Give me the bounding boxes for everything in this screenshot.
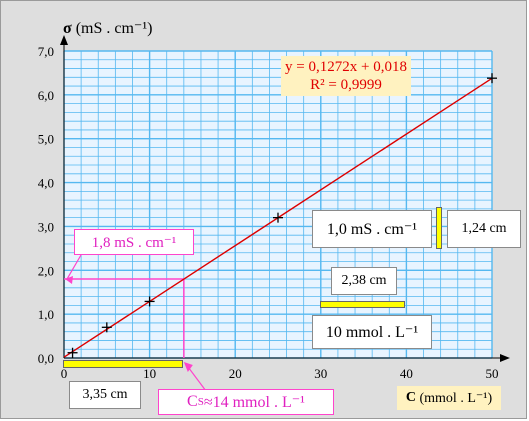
data-points bbox=[67, 73, 497, 358]
x-axis-label: C (mmol . L⁻¹) bbox=[397, 386, 501, 410]
cs-pointer-head bbox=[183, 362, 193, 372]
y-tick-label: 1,0 bbox=[38, 307, 54, 322]
reading-guides bbox=[64, 254, 207, 392]
y-tick-label: 0,0 bbox=[38, 351, 54, 366]
r-squared: R² = 0,9999 bbox=[310, 77, 382, 93]
data-point bbox=[144, 296, 155, 307]
x-scale-length-box: 2,38 cm bbox=[331, 267, 397, 295]
cs-value: ≈14 mmol . L⁻¹ bbox=[203, 394, 305, 411]
x-tick-label: 40 bbox=[400, 366, 413, 381]
x-tick-label: 30 bbox=[314, 366, 327, 381]
plot-area bbox=[64, 51, 492, 358]
sigma-pointer-head bbox=[65, 276, 73, 285]
cs-subscript: S bbox=[197, 396, 204, 408]
x-scale-value-box: 10 mmol . L⁻¹ bbox=[312, 315, 432, 349]
x-axis-symbol: C bbox=[405, 390, 416, 405]
x-tick-label: 20 bbox=[229, 366, 242, 381]
y-scale-bar bbox=[436, 207, 442, 249]
cs-symbol: C bbox=[187, 393, 198, 410]
x-axis-arrow bbox=[500, 354, 510, 362]
data-point bbox=[101, 322, 112, 333]
x-length-bar bbox=[63, 360, 183, 368]
x-tick-label: 50 bbox=[486, 366, 499, 381]
x-tick-labels: 0 10 20 30 40 50 bbox=[61, 366, 499, 381]
y-tick-labels: 0,0 1,0 2,0 3,0 4,0 5,0 6,0 7,0 bbox=[38, 44, 54, 366]
y-tick-label: 3,0 bbox=[38, 219, 54, 234]
x-scale-bar bbox=[320, 301, 405, 308]
data-point bbox=[487, 73, 497, 84]
sigma-pointer bbox=[66, 254, 82, 280]
sigma-reading-label: 1,8 mS . cm⁻¹ bbox=[74, 229, 194, 255]
y-tick-label: 4,0 bbox=[38, 176, 54, 191]
y-tick-label: 7,0 bbox=[38, 44, 54, 59]
equation-box: y = 0,1272x + 0,018 R² = 0,9999 bbox=[281, 56, 411, 96]
y-axis-label: σ (mS . cm⁻¹) bbox=[63, 18, 153, 38]
y-tick-label: 2,0 bbox=[38, 263, 54, 278]
data-point bbox=[273, 212, 283, 223]
x-axis-unit: (mmol . L⁻¹) bbox=[419, 390, 493, 406]
y-scale-value-box: 1,0 mS . cm⁻¹ bbox=[312, 210, 432, 248]
x-tick-label: 0 bbox=[61, 366, 68, 381]
y-axis-symbol: σ bbox=[63, 20, 72, 37]
x-tick-label: 10 bbox=[143, 366, 156, 381]
y-tick-label: 5,0 bbox=[38, 132, 54, 147]
data-point bbox=[67, 347, 78, 358]
y-axis-arrow bbox=[60, 35, 68, 45]
axes bbox=[60, 35, 510, 362]
y-scale-length-box: 1,24 cm bbox=[447, 210, 521, 248]
y-axis-unit: (mS . cm⁻¹) bbox=[75, 20, 153, 37]
y-tick-label: 6,0 bbox=[38, 88, 54, 103]
trend-equation: y = 0,1272x + 0,018 bbox=[285, 59, 407, 75]
x-length-box: 3,35 cm bbox=[69, 381, 141, 409]
